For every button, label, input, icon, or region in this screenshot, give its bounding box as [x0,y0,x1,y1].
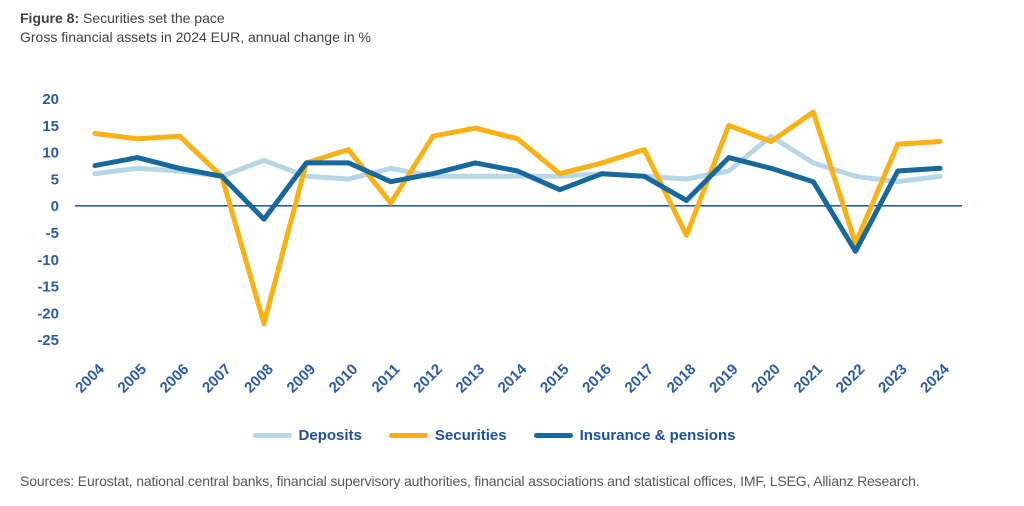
y-tick-label: 5 [51,171,59,188]
chart-subtitle: Gross financial assets in 2024 EUR, annu… [20,29,371,45]
figure-title-text: Securities set the pace [83,10,225,26]
deposits-line-swatch [252,433,292,438]
x-tick-label: 2010 [326,361,362,397]
x-tick-label: 2004 [72,360,108,396]
y-tick-label: -5 [46,225,59,242]
series-line-securities [92,109,943,327]
x-tick-label: 2008 [241,361,277,397]
y-tick-label: 15 [42,118,59,135]
securities-line-swatch [388,433,428,438]
x-tick-label: 2015 [537,361,573,397]
y-tick-label: -20 [37,305,59,322]
x-tick-label: 2013 [453,361,489,397]
chart-title-block: Figure 8: Securities set the pace Gross … [20,9,371,47]
x-tick-label: 2012 [410,361,446,397]
x-tick-label: 2019 [706,361,742,397]
x-tick-label: 2024 [917,360,953,396]
y-tick-label: 0 [51,198,59,215]
legend-item-insurance-pensions: Insurance & pensions [533,427,736,444]
x-tick-label: 2006 [157,361,193,397]
legend-label-insurance-pensions: Insurance & pensions [579,427,736,444]
x-tick-label: 2014 [495,360,531,396]
x-tick-label: 2017 [622,361,658,397]
chart-legend: Deposits Securities Insurance & pensions [0,427,1006,444]
figure-number-label: Figure 8: [20,10,80,26]
series-line-deposits [92,133,943,185]
x-tick-label: 2016 [579,361,615,397]
x-tick-label: 2007 [199,361,235,397]
x-tick-label: 2009 [284,361,320,397]
y-tick-label: -25 [37,332,59,349]
y-tick-label: 10 [42,145,59,162]
x-tick-label: 2005 [115,361,151,397]
legend-label-securities: Securities [434,427,507,444]
legend-item-deposits: Deposits [252,427,362,444]
x-tick-label: 2018 [664,361,700,397]
y-tick-label: -10 [37,252,59,269]
x-tick-label: 2021 [791,361,827,397]
x-tick-label: 2020 [748,361,784,397]
sources-note: Sources: Eurostat, national central bank… [20,473,920,489]
legend-item-securities: Securities [388,427,507,444]
chart-title: Figure 8: Securities set the pace [20,9,371,28]
y-tick-label: 20 [42,91,59,108]
x-tick-label: 2022 [833,361,869,397]
legend-label-deposits: Deposits [298,427,362,444]
series-line-insurance-pensions [92,155,943,254]
y-tick-label: -15 [37,279,59,296]
insurance-pensions-line-swatch [533,433,573,438]
x-tick-label: 2023 [875,361,911,397]
x-tick-label: 2011 [369,361,404,396]
